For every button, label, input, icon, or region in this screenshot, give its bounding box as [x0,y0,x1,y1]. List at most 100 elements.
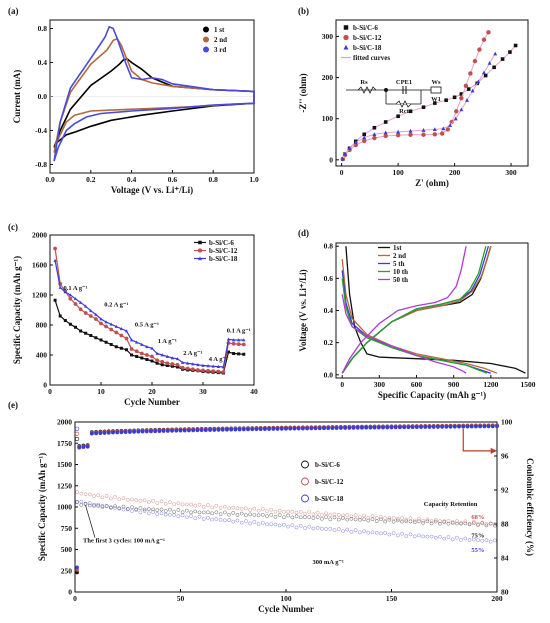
data-point [477,47,482,52]
y-tick-label: 1500 [57,460,72,469]
capacity-point [307,524,312,529]
capacity-point [142,498,147,503]
data-point [170,364,174,368]
data-point [150,354,154,359]
capacity-point [282,515,286,520]
first-cycles-annotation: The first 3 cycles: 100 mA g⁻¹ [83,538,165,545]
retention-value: 55% [471,547,484,554]
rate-annotation: 4 A g⁻¹ [209,356,228,363]
capacity-point [353,517,358,522]
ce-point [334,426,339,430]
y-tick-label: 1750 [57,439,72,448]
discharge-curve [345,246,526,374]
data-point [343,151,348,156]
data-point [53,258,57,262]
capacity-point [315,525,320,530]
capacity-point [383,531,387,535]
ce-point [372,425,377,430]
capacity-point [290,510,295,514]
plot-frame [335,242,529,379]
ce-point [292,426,297,431]
capacity-point [391,531,396,535]
y-tick-label: 500 [61,545,73,554]
y-tick-label: 0.8 [324,242,334,251]
data-point [176,365,179,369]
ce-point [165,428,170,433]
capacity-point [151,507,155,512]
capacity-point [142,507,147,512]
x-tick-label: 0 [340,380,344,389]
ce-point [435,424,440,429]
data-point [459,107,464,112]
data-point [513,43,518,48]
x-axis-label: Specific Capacity (mAh g⁻¹) [378,390,486,400]
ce-point [406,425,411,430]
data-point [180,360,185,364]
ce-point [279,426,284,431]
ce-point [389,425,394,430]
capacity-point [353,528,358,533]
data-point [206,368,211,373]
capacity-point [75,426,80,431]
y-tick-label: 0 [68,588,72,597]
ce-point [410,425,415,430]
capacity-point [480,538,485,543]
data-point [343,34,349,41]
capacity-point [471,521,476,526]
data-point [232,352,236,355]
capacity-point [358,517,362,522]
capacity-point [417,519,421,524]
capacity-point [227,512,231,517]
capacity-point [341,529,345,533]
capacity-point [362,513,366,518]
data-point [88,314,93,318]
data-point [109,343,113,346]
capacity-point [109,505,113,510]
ce-point [102,430,107,435]
panel-label: (c) [8,222,18,232]
capacity-point [476,538,480,542]
capacity-point [412,520,417,524]
capacity-point [345,513,349,517]
x-tick-label: 0.6 [168,175,178,184]
data-point [487,61,492,65]
data-point [453,116,458,121]
capacity-point [434,519,438,524]
capacity-point [227,518,231,522]
capacity-point [442,536,447,541]
capacity-point [206,510,210,515]
capacity-point [328,527,333,531]
capacity-point [374,516,379,520]
capacity-point [92,494,96,498]
capacity-point [446,521,451,526]
circuit-label: CPE1 [396,79,412,86]
data-point [362,132,367,137]
resistor-rs [357,86,377,94]
ce-point [212,427,217,432]
capacity-point [471,537,476,542]
data-point [104,320,108,324]
data-point [180,365,185,370]
ce-point [440,424,445,429]
ce-point [444,424,449,429]
ce-point [254,427,259,432]
capacity-point [442,520,447,524]
data-point [408,128,413,133]
x-tick-label: 1200 [483,380,498,389]
capacity-point [121,504,126,509]
ce-point [258,427,263,432]
data-point [119,333,124,338]
circuit-label: Rct [399,108,410,115]
series-line [53,37,255,153]
x-tick-label: 1500 [521,380,536,389]
capacity-point [404,517,409,522]
capacity-point [379,515,383,519]
ce-point [203,428,208,433]
capacity-point [463,536,468,541]
ce-point [376,425,381,430]
capacity-point [104,494,109,498]
ce-point [136,429,141,434]
capacity-point [345,517,349,522]
retention-value: 68% [471,514,484,521]
data-point [383,120,388,124]
